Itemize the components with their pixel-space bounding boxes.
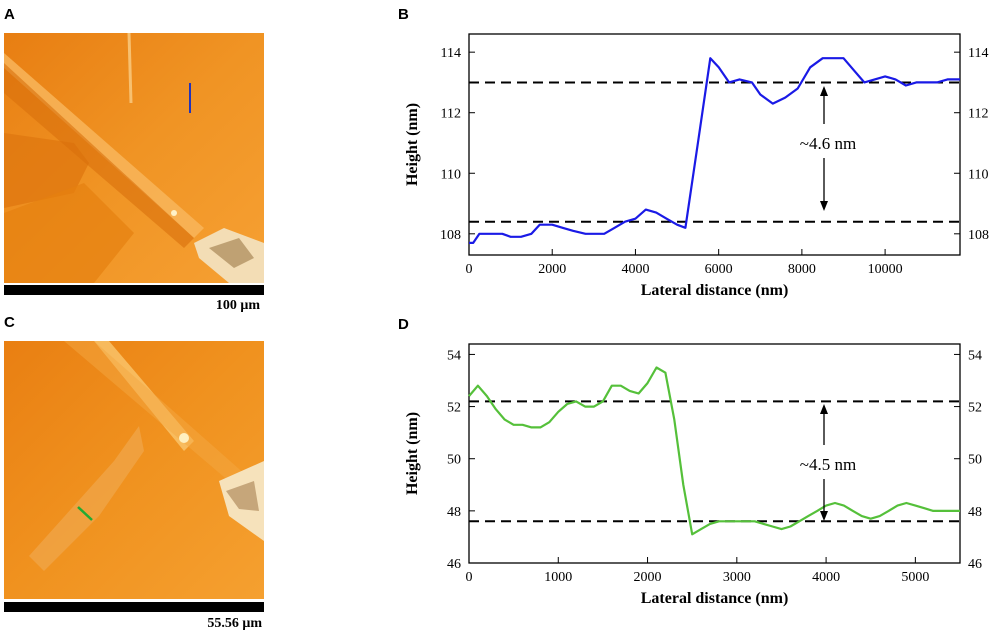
- x-tick-label-b-2: 4000: [621, 262, 649, 277]
- annotation-label-b: ~4.6 nm: [800, 134, 856, 153]
- scale-label-a: 100 μm: [215, 298, 260, 313]
- panel-letter-c: C: [4, 314, 15, 331]
- y-tick-label-right-b-1: 110: [968, 167, 988, 182]
- x-tick-label-d-3: 3000: [723, 570, 751, 585]
- y-tick-label-right-d-1: 48: [968, 505, 982, 520]
- y-tick-label-right-b-3: 114: [968, 46, 988, 61]
- y-tick-label-right-b-2: 112: [968, 107, 988, 122]
- y-axis-label-b: Height (nm): [404, 103, 421, 186]
- y-tick-label-left-d-4: 54: [447, 348, 461, 363]
- y-tick-label-right-d-0: 46: [968, 557, 982, 572]
- panel-letter-b: B: [398, 6, 409, 23]
- x-tick-label-d-2: 2000: [634, 570, 662, 585]
- y-tick-label-right-b-0: 108: [968, 228, 989, 243]
- y-tick-label-left-d-1: 48: [447, 505, 461, 520]
- afm-image-a: [4, 33, 264, 283]
- x-tick-label-b-1: 2000: [538, 262, 566, 277]
- annotation-arrowhead-down-b: [820, 201, 828, 211]
- panel-letter-d: D: [398, 316, 409, 333]
- y-tick-label-left-b-3: 114: [441, 46, 461, 61]
- annotation-label-d: ~4.5 nm: [800, 455, 856, 474]
- afm-image-c: [4, 341, 264, 599]
- chart-b: 0 2000 4000 6000 8000 10000 108 108 110 110 112 112…: [404, 33, 989, 299]
- profile-line-c: [77, 506, 93, 521]
- x-tick-label-b-5: 10000: [868, 262, 903, 277]
- y-tick-label-left-d-0: 46: [447, 557, 461, 572]
- scale-label-c: 55.56 μm: [207, 616, 262, 631]
- scale-bar-a: [4, 285, 264, 295]
- y-tick-label-left-b-0: 108: [440, 228, 461, 243]
- annotation-arrowhead-down-d: [820, 511, 828, 521]
- series-line-d: [468, 366, 960, 536]
- x-axis-label-b: Lateral distance (nm): [641, 282, 789, 299]
- x-tick-label-d-5: 5000: [901, 570, 929, 585]
- x-tick-label-d-1: 1000: [544, 570, 572, 585]
- chart-d: 0 1000 2000 3000 4000 5000 46 46 48 48 50 50 52 52 54 5…: [404, 343, 982, 607]
- x-tick-label-b-4: 8000: [788, 262, 816, 277]
- x-tick-label-b-3: 6000: [705, 262, 733, 277]
- plot-frame-b: [468, 33, 961, 256]
- panel-letter-a: A: [4, 6, 15, 23]
- y-tick-label-left-b-2: 112: [441, 107, 461, 122]
- y-tick-label-right-d-2: 50: [968, 453, 982, 468]
- y-tick-label-left-b-1: 110: [441, 167, 461, 182]
- scale-bar-c: [4, 602, 264, 612]
- y-tick-label-right-d-3: 52: [968, 401, 982, 416]
- y-tick-label-left-d-3: 52: [447, 401, 461, 416]
- series-line-b: [469, 57, 960, 244]
- x-tick-label-d-4: 4000: [812, 570, 840, 585]
- y-tick-label-right-d-4: 54: [968, 348, 982, 363]
- x-axis-label-d: Lateral distance (nm): [641, 590, 789, 607]
- y-tick-label-left-d-2: 50: [447, 453, 461, 468]
- plot-frame-d: [468, 343, 961, 564]
- x-tick-label-b-0: 0: [466, 262, 473, 277]
- x-tick-label-d-0: 0: [466, 570, 473, 585]
- y-axis-label-d: Height (nm): [404, 412, 421, 495]
- annotation-arrowhead-up-d: [820, 404, 828, 414]
- annotation-arrowhead-up-b: [820, 86, 828, 96]
